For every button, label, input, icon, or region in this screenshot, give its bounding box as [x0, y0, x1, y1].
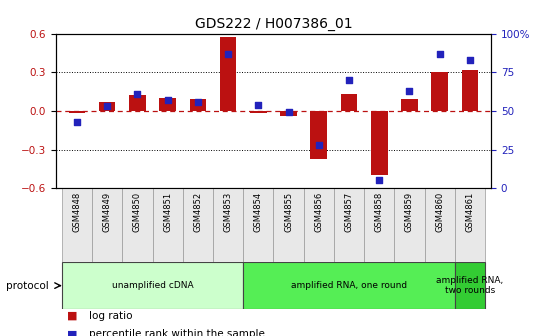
- Point: [405, 88, 414, 93]
- Text: amplified RNA, one round: amplified RNA, one round: [291, 281, 407, 290]
- Text: GSM4854: GSM4854: [254, 192, 263, 232]
- Text: GSM4856: GSM4856: [314, 192, 323, 232]
- Bar: [280, 111, 297, 116]
- Text: GSM4858: GSM4858: [375, 192, 384, 232]
- Point: [73, 119, 81, 124]
- Point: [194, 99, 203, 104]
- Text: amplified RNA,
two rounds: amplified RNA, two rounds: [436, 276, 503, 295]
- Bar: [62, 188, 92, 262]
- Bar: [213, 188, 243, 262]
- Point: [435, 51, 444, 56]
- Bar: [310, 111, 327, 159]
- Text: ■: ■: [67, 311, 78, 321]
- Bar: [431, 72, 448, 111]
- Bar: [250, 111, 267, 114]
- Text: GSM4857: GSM4857: [344, 192, 353, 232]
- Bar: [129, 95, 146, 111]
- Text: ■: ■: [67, 329, 78, 336]
- Text: GSM4851: GSM4851: [163, 192, 172, 232]
- Text: GSM4855: GSM4855: [284, 192, 293, 232]
- Bar: [461, 70, 478, 111]
- Bar: [341, 94, 357, 111]
- Bar: [152, 188, 183, 262]
- Point: [375, 178, 384, 183]
- Bar: [425, 188, 455, 262]
- Bar: [304, 188, 334, 262]
- Point: [133, 91, 142, 96]
- Text: GSM4850: GSM4850: [133, 192, 142, 232]
- Bar: [364, 188, 395, 262]
- Bar: [334, 188, 364, 262]
- Bar: [62, 262, 243, 309]
- Bar: [92, 188, 122, 262]
- Bar: [273, 188, 304, 262]
- Point: [163, 97, 172, 103]
- Text: log ratio: log ratio: [89, 311, 133, 321]
- Bar: [160, 98, 176, 111]
- Bar: [69, 111, 85, 114]
- Text: GSM4860: GSM4860: [435, 192, 444, 232]
- Bar: [122, 188, 152, 262]
- Text: GSM4852: GSM4852: [194, 192, 203, 232]
- Bar: [190, 99, 206, 111]
- Point: [224, 51, 233, 56]
- Bar: [395, 188, 425, 262]
- Text: unamplified cDNA: unamplified cDNA: [112, 281, 193, 290]
- Point: [284, 110, 293, 115]
- Bar: [220, 38, 237, 111]
- Bar: [455, 188, 485, 262]
- Point: [344, 77, 353, 83]
- Text: GSM4861: GSM4861: [465, 192, 474, 232]
- Title: GDS222 / H007386_01: GDS222 / H007386_01: [195, 17, 352, 31]
- Bar: [243, 262, 455, 309]
- Bar: [183, 188, 213, 262]
- Bar: [401, 99, 418, 111]
- Text: GSM4853: GSM4853: [224, 192, 233, 232]
- Bar: [455, 262, 485, 309]
- Point: [314, 142, 323, 148]
- Point: [254, 102, 263, 108]
- Text: GSM4849: GSM4849: [103, 192, 112, 232]
- Bar: [371, 111, 387, 175]
- Bar: [243, 188, 273, 262]
- Point: [465, 57, 474, 62]
- Text: GSM4859: GSM4859: [405, 192, 414, 232]
- Bar: [99, 102, 116, 111]
- Text: percentile rank within the sample: percentile rank within the sample: [89, 329, 265, 336]
- Text: GSM4848: GSM4848: [73, 192, 81, 232]
- Text: protocol: protocol: [6, 281, 49, 291]
- Point: [103, 103, 112, 109]
